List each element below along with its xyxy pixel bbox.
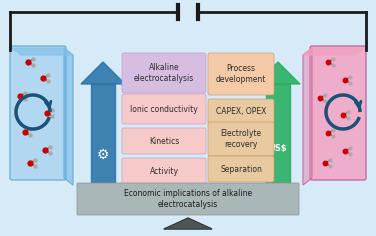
Polygon shape <box>303 48 312 185</box>
FancyBboxPatch shape <box>208 53 274 95</box>
FancyBboxPatch shape <box>122 53 206 93</box>
Text: Process
development: Process development <box>216 64 266 84</box>
Polygon shape <box>81 62 125 84</box>
Text: ⚙: ⚙ <box>97 148 109 162</box>
Polygon shape <box>91 84 115 184</box>
FancyBboxPatch shape <box>208 122 274 156</box>
FancyBboxPatch shape <box>208 99 274 124</box>
FancyBboxPatch shape <box>208 156 274 182</box>
Text: Separation: Separation <box>220 164 262 173</box>
FancyBboxPatch shape <box>10 46 66 180</box>
Text: Alkaline
electrocatalysis: Alkaline electrocatalysis <box>134 63 194 83</box>
Polygon shape <box>64 48 73 185</box>
Polygon shape <box>303 48 364 55</box>
Text: Ionic conductivity: Ionic conductivity <box>130 105 198 114</box>
Text: Kinetics: Kinetics <box>149 136 179 146</box>
Text: Activity: Activity <box>150 167 179 176</box>
Polygon shape <box>256 62 300 84</box>
Polygon shape <box>266 84 290 184</box>
Text: Economic implications of alkaline
electrocatalysis: Economic implications of alkaline electr… <box>124 189 252 209</box>
Text: Electrolyte
recovery: Electrolyte recovery <box>220 129 262 149</box>
Polygon shape <box>164 218 212 229</box>
Text: US$: US$ <box>269 143 287 152</box>
FancyBboxPatch shape <box>77 183 299 215</box>
FancyBboxPatch shape <box>122 158 206 184</box>
FancyBboxPatch shape <box>122 128 206 154</box>
Polygon shape <box>12 48 73 55</box>
FancyBboxPatch shape <box>122 94 206 124</box>
FancyBboxPatch shape <box>310 46 366 180</box>
Text: CAPEX, OPEX: CAPEX, OPEX <box>216 107 266 116</box>
